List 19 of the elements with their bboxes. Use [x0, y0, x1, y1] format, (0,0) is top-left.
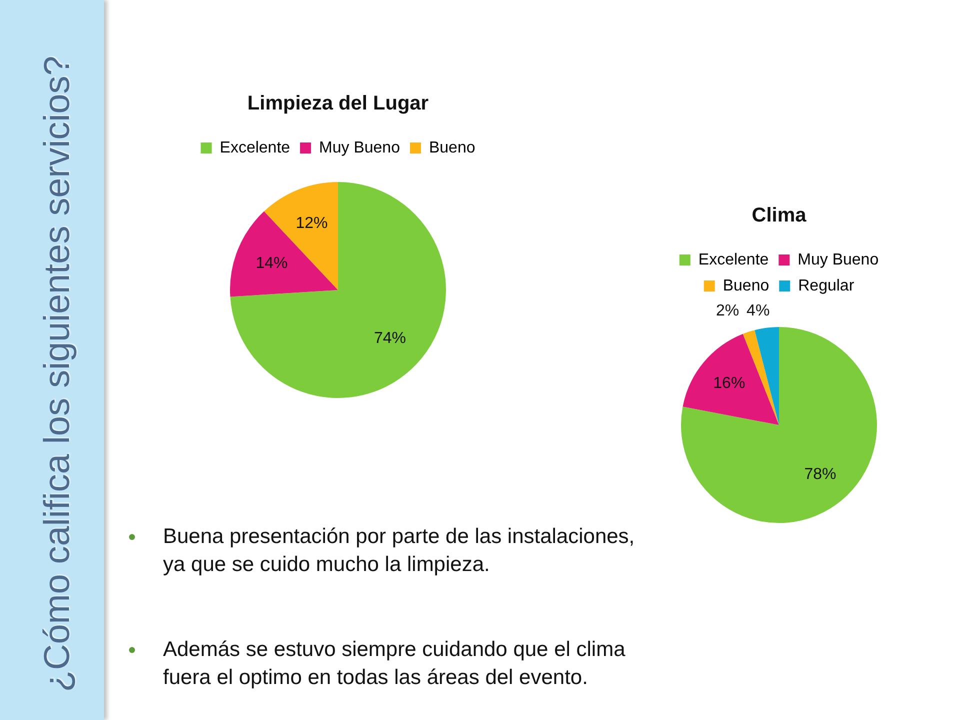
chart-title: Limpieza del Lugar	[247, 92, 429, 115]
data-label: 4%	[746, 302, 770, 320]
legend-label: Muy Bueno	[798, 251, 879, 268]
data-label: 16%	[713, 375, 746, 392]
legend-label: Excelente	[698, 251, 769, 268]
data-label: 78%	[804, 466, 836, 484]
text: Además se estuvo siempre cuidando que el clima fuera el optimo en todas las áreas del evento.	[163, 637, 626, 691]
text: Buena presentación por parte de las instalaciones, ya que se cuido mucho la limpieza.	[163, 524, 636, 578]
text: ¿Cómo califica los siguientes servicios?	[36, 54, 78, 692]
legend-label: Regular	[798, 277, 855, 294]
chart-title: Clima	[752, 204, 808, 227]
data-label: 2%	[716, 302, 740, 320]
data-label: 74%	[374, 330, 406, 348]
data-label: 14%	[256, 255, 288, 272]
data-label: 12%	[296, 215, 328, 232]
legend-label: Muy Bueno	[319, 139, 400, 156]
legend-label: Bueno	[428, 139, 476, 156]
legend-label: Bueno	[722, 277, 770, 294]
legend-label: Excelente	[220, 139, 290, 156]
